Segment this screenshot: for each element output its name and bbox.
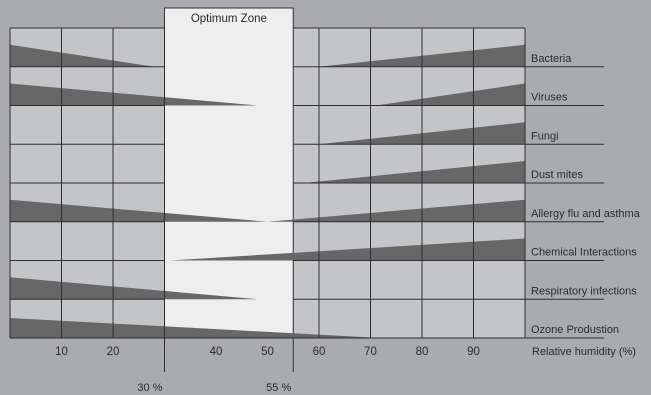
x-tick-label: 20	[107, 346, 120, 358]
x-tick-label: 80	[416, 346, 429, 358]
row-label: Respiratory infections	[531, 285, 637, 297]
wedge-high-3	[303, 161, 525, 183]
x-axis-label: Relative humidity (%)	[532, 346, 636, 358]
optimum-zone-title: Optimum Zone	[191, 13, 267, 25]
row-label: Viruses	[531, 92, 568, 104]
wedge-high-4	[267, 199, 525, 222]
row-label: Dust mites	[531, 169, 583, 181]
wedge-high-1	[375, 83, 525, 106]
wedge-low-0	[10, 44, 155, 67]
wedge-low-6	[10, 277, 258, 300]
x-tick-label: 50	[261, 346, 274, 358]
zone-upper-label: 55 %	[266, 382, 291, 394]
row-label: Fungi	[531, 130, 559, 142]
x-tick-label: 70	[364, 346, 377, 358]
wedge-low-1	[10, 83, 258, 106]
row-label: Ozone Produstion	[531, 324, 619, 336]
x-tick-label: 60	[313, 346, 326, 358]
wedge-low-4	[10, 199, 268, 222]
wedge-high-5	[169, 238, 525, 261]
row-label: Allergy flu and asthma	[531, 208, 641, 220]
x-tick-label: 90	[467, 346, 480, 358]
zone-lower-label: 30 %	[137, 382, 162, 394]
row-label: Chemical Interactions	[531, 247, 637, 259]
optimum-zone-panel	[164, 7, 294, 339]
x-tick-label: 10	[55, 346, 68, 358]
row-label: Bacteria	[531, 53, 572, 65]
wedge-low-7	[10, 318, 381, 338]
x-tick-label: 40	[210, 346, 223, 358]
